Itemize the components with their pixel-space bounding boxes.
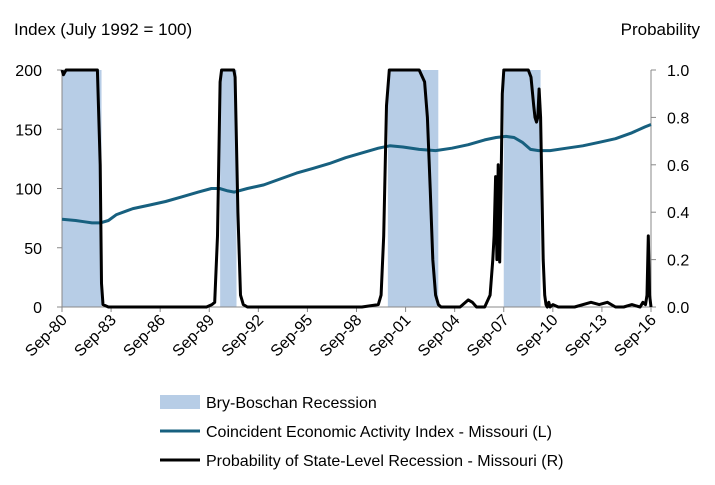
x-tick-label: Sep-98 <box>317 312 366 361</box>
series-layer <box>60 68 653 309</box>
right-tick-label: 0.8 <box>667 110 689 127</box>
right-tick-label: 1.0 <box>667 63 689 80</box>
left-tick-label: 100 <box>15 182 42 199</box>
left-tick-label: 200 <box>15 63 42 80</box>
right-axis-title: Probability <box>621 20 701 39</box>
left-tick-label: 150 <box>15 122 42 139</box>
x-tick-label: Sep-10 <box>513 312 562 361</box>
legend-swatch-recession <box>160 395 200 409</box>
left-tick-label: 50 <box>24 241 42 258</box>
probability-line <box>60 68 653 309</box>
x-tick-label: Sep-01 <box>366 312 415 361</box>
recession-band <box>62 70 102 307</box>
legend-label: Probability of State-Level Recession - M… <box>206 453 563 470</box>
x-tick-label: Sep-83 <box>71 312 120 361</box>
recession-band <box>220 70 237 307</box>
x-tick-label: Sep-86 <box>120 312 169 361</box>
legend-label: Bry-Boschan Recession <box>206 395 377 412</box>
x-tick-label: Sep-07 <box>464 312 513 361</box>
legend-label: Coincident Economic Activity Index - Mis… <box>206 424 552 441</box>
left-tick-label: 0 <box>33 300 42 317</box>
coincident-index-line <box>61 123 652 225</box>
legend: Bry-Boschan Recession Coincident Economic… <box>160 395 563 470</box>
x-tick-label: Sep-04 <box>415 312 464 361</box>
x-tick-label: Sep-80 <box>22 312 71 361</box>
x-tick-label: Sep-92 <box>219 312 268 361</box>
recession-shading-layer <box>62 70 541 307</box>
right-tick-label: 0.2 <box>667 253 689 270</box>
right-tick-label: 0.4 <box>667 205 689 222</box>
x-tick-label: Sep-13 <box>562 312 611 361</box>
right-tick-label: 0.6 <box>667 158 689 175</box>
left-axis-title: Index (July 1992 = 100) <box>14 20 192 39</box>
x-tick-label: Sep-16 <box>611 312 660 361</box>
x-tick-label: Sep-95 <box>268 312 317 361</box>
x-tick-label: Sep-89 <box>170 312 219 361</box>
right-tick-label: 0.0 <box>667 300 689 317</box>
